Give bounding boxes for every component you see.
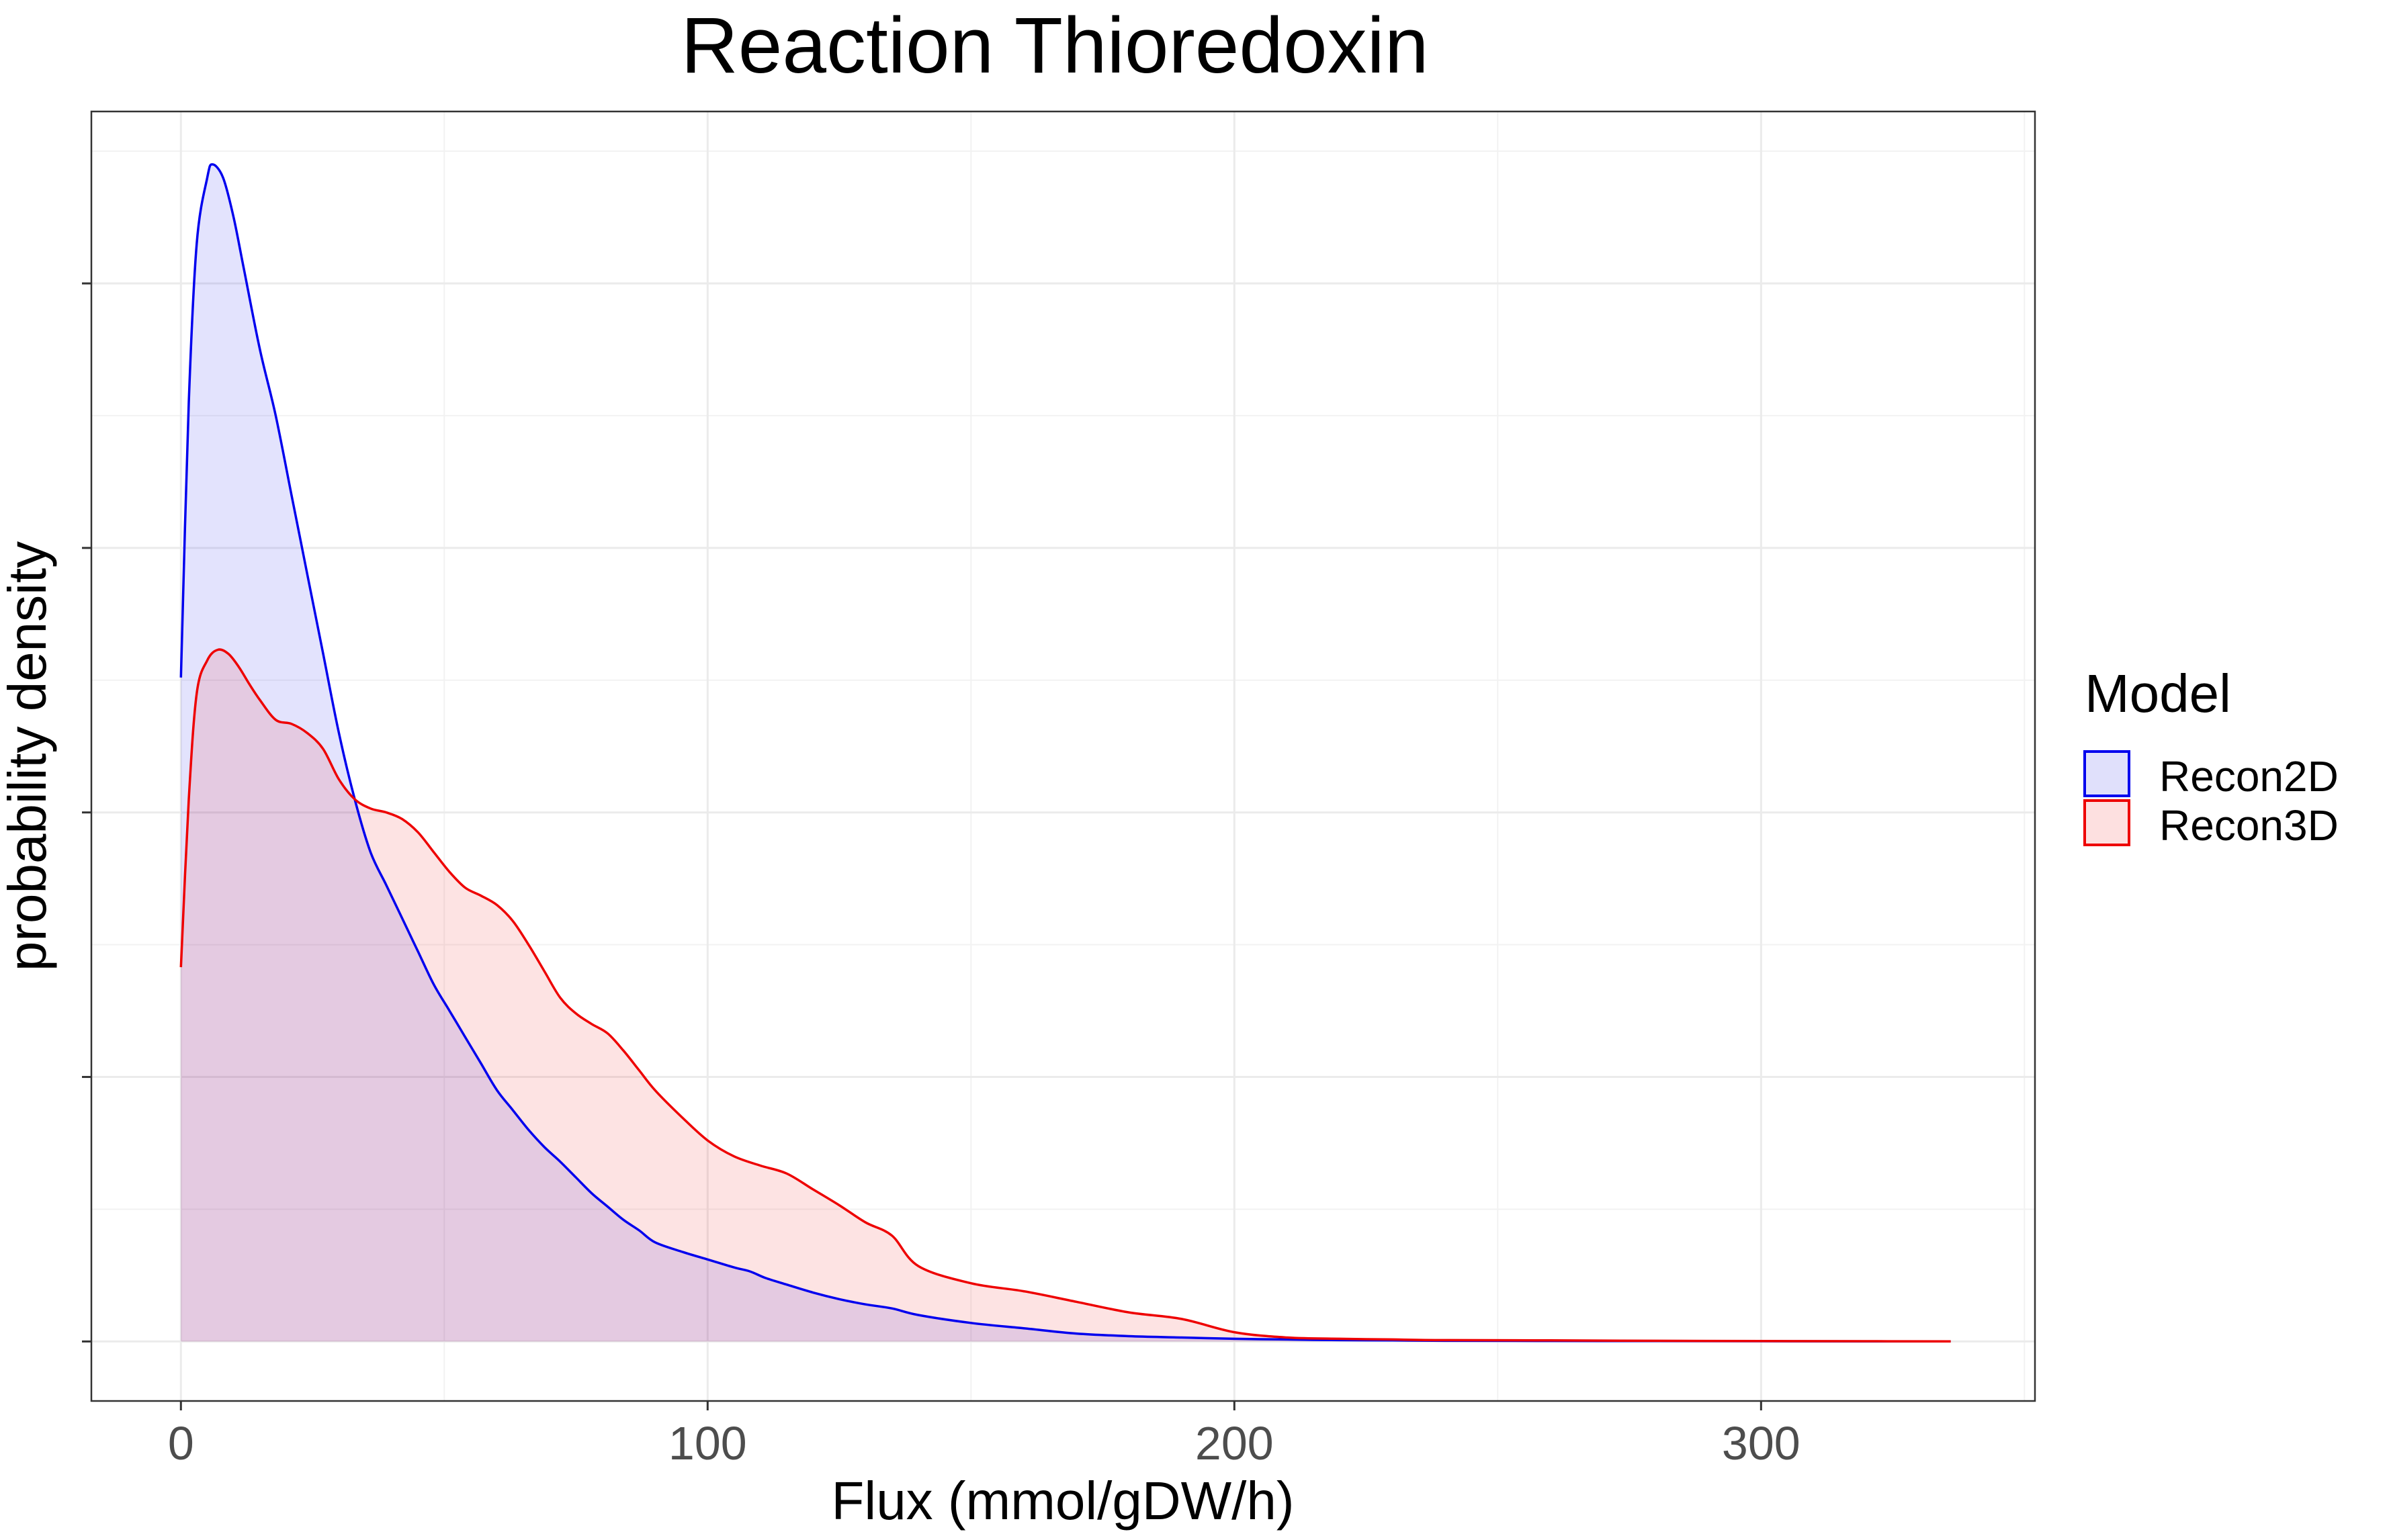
x-tick-label: 0 — [168, 1417, 194, 1469]
plot-panel — [91, 111, 2035, 1401]
density-line-recon2d — [179, 163, 1951, 1343]
density-area-recon2d — [181, 164, 1951, 1342]
legend: Model Recon2D Recon3D — [2083, 664, 2339, 850]
x-axis-ticks: 0 100 200 300 — [168, 1401, 1800, 1469]
legend-item-recon2d: Recon2D — [2083, 750, 2339, 801]
y-axis-title: probability density — [0, 541, 57, 971]
plot-panel-border — [90, 110, 2036, 1402]
legend-item-recon3d: Recon3D — [2083, 799, 2339, 850]
y-axis-ticks — [82, 282, 91, 1343]
legend-key-recon3d — [2083, 799, 2130, 846]
x-tick-label: 200 — [1195, 1417, 1274, 1469]
x-axis-title: Flux (mmol/gDW/h) — [832, 1471, 1295, 1531]
legend-label-recon2d: Recon2D — [2159, 752, 2339, 801]
minor-gridlines — [91, 111, 2035, 1401]
density-lines — [179, 163, 1951, 1343]
density-line-recon3d — [179, 648, 1951, 1343]
legend-key-recon2d — [2083, 750, 2130, 797]
density-area-recon3d — [181, 649, 1951, 1342]
x-tick-label: 100 — [668, 1417, 747, 1469]
density-areas — [181, 164, 1951, 1342]
legend-title: Model — [2085, 664, 2231, 723]
chart-title: Reaction Thioredoxin — [681, 1, 1429, 90]
x-tick-label: 300 — [1722, 1417, 1800, 1469]
major-gridlines — [91, 111, 2035, 1401]
legend-label-recon3d: Recon3D — [2159, 801, 2339, 850]
